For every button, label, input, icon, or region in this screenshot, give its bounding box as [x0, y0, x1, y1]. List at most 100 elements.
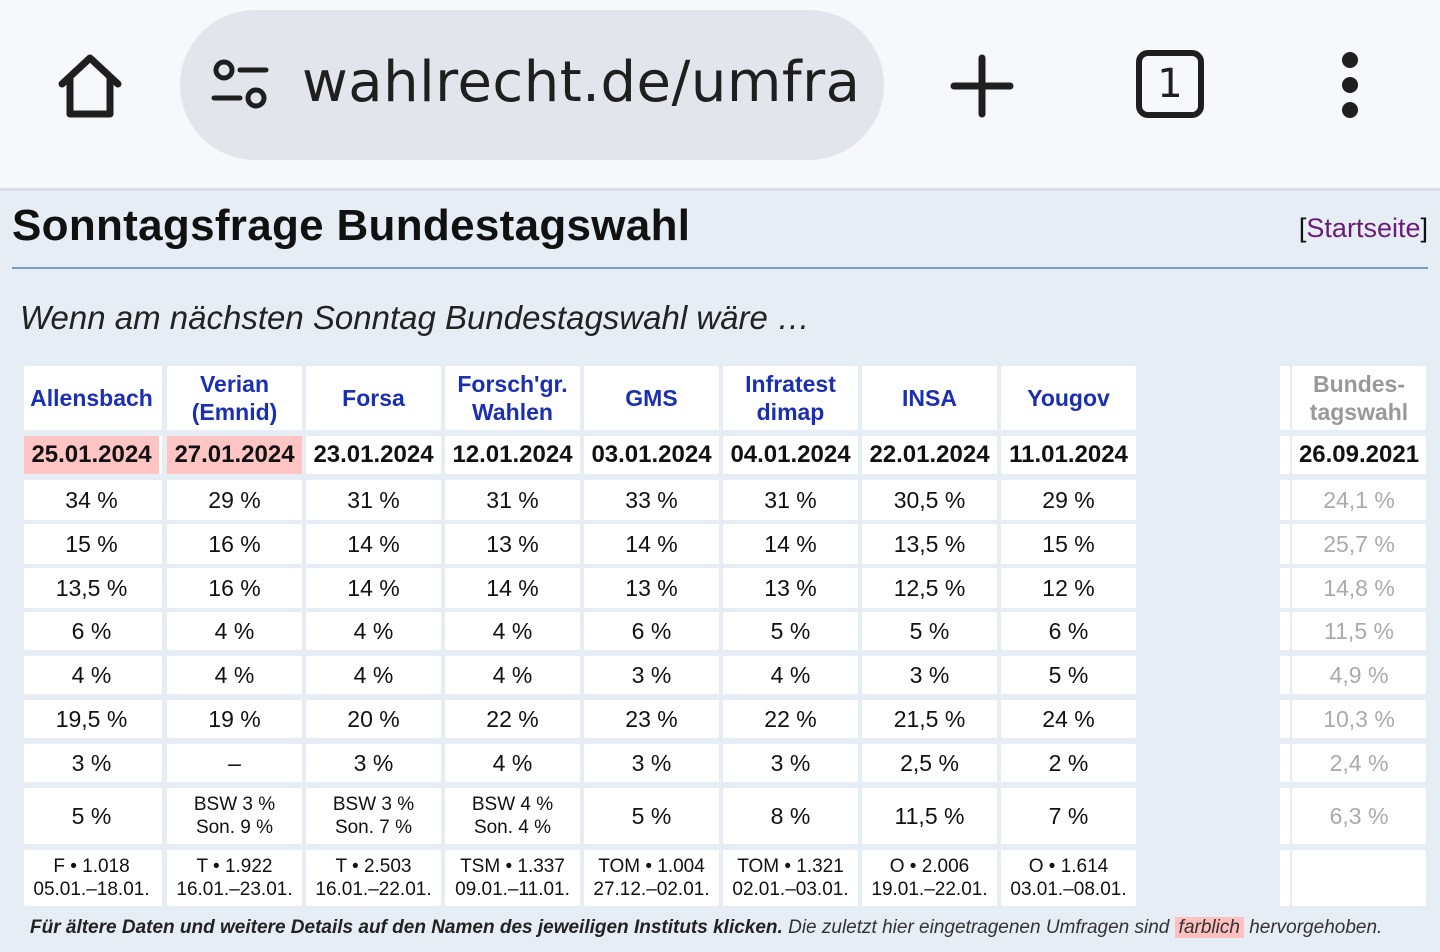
poll-value: 14 %: [584, 524, 719, 564]
poll-value: 2 %: [1001, 744, 1136, 782]
bundestagswahl-result: 11,5 %: [1292, 612, 1426, 650]
poll-value: 5 %: [584, 788, 719, 844]
survey-info: F • 1.018 05.01.–18.01.: [24, 850, 159, 906]
publish-date: 11.01.2024: [1001, 436, 1136, 474]
poll-value: 21,5 %: [862, 700, 997, 738]
poll-value: BSW 3 % Son. 7 %: [306, 788, 441, 844]
poll-value: 13 %: [584, 568, 719, 608]
institute-link[interactable]: Infratest dimap: [723, 366, 858, 430]
site-settings-icon[interactable]: [208, 58, 272, 112]
highlight-sample: farblich: [1174, 917, 1244, 938]
poll-value: 3 %: [862, 656, 997, 694]
poll-value: 4 %: [24, 656, 159, 694]
survey-info: T • 1.922 16.01.–23.01.: [167, 850, 302, 906]
institute-link[interactable]: Forsa: [306, 366, 441, 430]
publish-date: 27.01.2024: [167, 436, 302, 474]
poll-value: 23 %: [584, 700, 719, 738]
column-separator: [1280, 480, 1290, 520]
start-link[interactable]: Startseite: [1306, 213, 1421, 243]
poll-value: 15 %: [24, 524, 159, 564]
poll-value: 5 %: [24, 788, 159, 844]
poll-value: 4 %: [306, 612, 441, 650]
survey-info: O • 2.006 19.01.–22.01.: [862, 850, 997, 906]
address-bar[interactable]: [180, 10, 884, 160]
publish-date: 23.01.2024: [306, 436, 441, 474]
column-separator: [1280, 656, 1290, 694]
menu-icon[interactable]: [1330, 50, 1370, 120]
poll-value: 13,5 %: [24, 568, 159, 608]
poll-value: 33 %: [584, 480, 719, 520]
url-text[interactable]: wahlrecht.de/umfragen: [302, 50, 858, 115]
poll-value: 13,5 %: [862, 524, 997, 564]
poll-value: 5 %: [1001, 656, 1136, 694]
poll-value: 6 %: [24, 612, 159, 650]
poll-value: 4 %: [445, 656, 580, 694]
column-separator: [1280, 788, 1290, 844]
institute-link[interactable]: GMS: [584, 366, 719, 430]
poll-value: BSW 3 % Son. 9 %: [167, 788, 302, 844]
poll-value: –: [167, 744, 302, 782]
bundestagswahl-result: 2,4 %: [1292, 744, 1426, 782]
title-divider: [12, 267, 1428, 269]
poll-value: 16 %: [167, 524, 302, 564]
page-subtitle: Wenn am nächsten Sonntag Bundestagswahl …: [20, 299, 811, 336]
institute-link[interactable]: Yougov: [1001, 366, 1136, 430]
survey-info: TSM • 1.337 09.01.–11.01.: [445, 850, 580, 906]
publish-date: 12.01.2024: [445, 436, 580, 474]
poll-value: 4 %: [306, 656, 441, 694]
poll-value: 8 %: [723, 788, 858, 844]
column-separator: [1280, 700, 1290, 738]
publish-date: 25.01.2024: [24, 436, 159, 474]
start-link-wrapper: [Startseite]: [1298, 213, 1428, 243]
poll-value: 4 %: [445, 612, 580, 650]
poll-value: 13 %: [445, 524, 580, 564]
page-content: Sonntagsfrage Bundestagswahl [Startseite…: [0, 191, 1440, 952]
publish-date: 04.01.2024: [723, 436, 858, 474]
poll-value: 4 %: [167, 612, 302, 650]
poll-value: 3 %: [584, 744, 719, 782]
poll-value: 3 %: [723, 744, 858, 782]
poll-value: 31 %: [306, 480, 441, 520]
bundestagswahl-survey: [1292, 850, 1426, 906]
poll-value: 14 %: [445, 568, 580, 608]
institute-link[interactable]: Allensbach: [24, 366, 159, 430]
tab-switcher-icon[interactable]: 1: [1136, 50, 1204, 118]
bundestagswahl-header: Bundes-tagswahl: [1292, 366, 1426, 430]
bundestagswahl-date: 26.09.2021: [1292, 436, 1426, 474]
publish-date: 22.01.2024: [862, 436, 997, 474]
poll-value: 6 %: [584, 612, 719, 650]
poll-value: 14 %: [306, 524, 441, 564]
poll-value: 22 %: [445, 700, 580, 738]
poll-value: 4 %: [167, 656, 302, 694]
poll-value: 3 %: [584, 656, 719, 694]
poll-value: 34 %: [24, 480, 159, 520]
poll-value: 19,5 %: [24, 700, 159, 738]
poll-value: 4 %: [445, 744, 580, 782]
institute-link[interactable]: Forsch'gr. Wahlen: [445, 366, 580, 430]
poll-value: 4 %: [723, 656, 858, 694]
institute-link[interactable]: INSA: [862, 366, 997, 430]
poll-value: 24 %: [1001, 700, 1136, 738]
poll-value: 22 %: [723, 700, 858, 738]
bundestagswahl-result: 4,9 %: [1292, 656, 1426, 694]
poll-value: 2,5 %: [862, 744, 997, 782]
survey-info: O • 1.614 03.01.–08.01.: [1001, 850, 1136, 906]
poll-value: 12 %: [1001, 568, 1136, 608]
column-separator: [1280, 612, 1290, 650]
new-tab-icon[interactable]: [948, 52, 1016, 120]
column-separator: [1280, 850, 1290, 906]
bundestagswahl-result: 24,1 %: [1292, 480, 1426, 520]
poll-value: 14 %: [723, 524, 858, 564]
survey-info: TOM • 1.004 27.12.–02.01.: [584, 850, 719, 906]
footnote-bold: Für ältere Daten und weitere Details auf…: [30, 917, 783, 938]
survey-info: T • 2.503 16.01.–22.01.: [306, 850, 441, 906]
institute-link[interactable]: Verian (Emnid): [167, 366, 302, 430]
poll-value: 31 %: [723, 480, 858, 520]
page-title: Sonntagsfrage Bundestagswahl: [12, 201, 691, 250]
home-icon[interactable]: [52, 48, 128, 124]
poll-value: 14 %: [306, 568, 441, 608]
poll-value: BSW 4 % Son. 4 %: [445, 788, 580, 844]
column-separator: [1280, 524, 1290, 564]
bundestagswahl-result: 14,8 %: [1292, 568, 1426, 608]
poll-value: 6 %: [1001, 612, 1136, 650]
